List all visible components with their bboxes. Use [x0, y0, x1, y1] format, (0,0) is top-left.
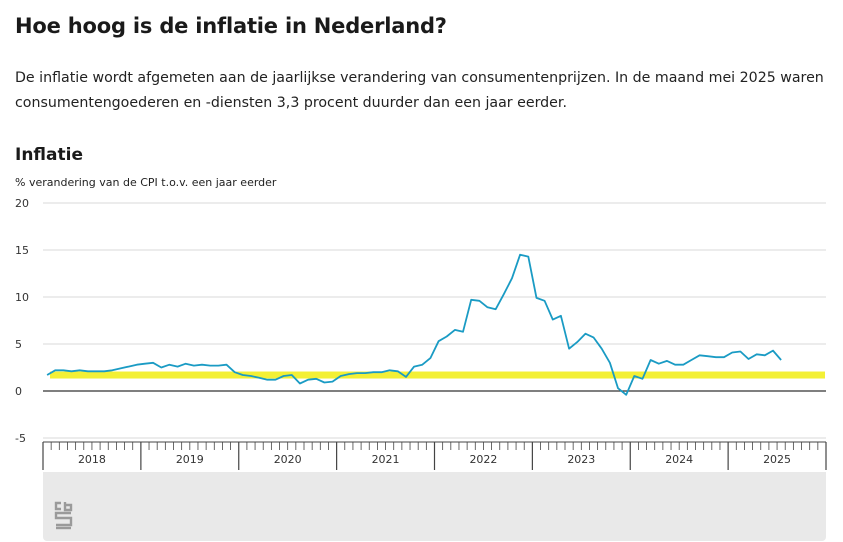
cbs-logo-icon: [54, 501, 73, 530]
series: [46, 253, 782, 396]
highlight-band-mark: [50, 371, 825, 379]
year-label: 2023: [567, 453, 595, 466]
y-tick-label: 15: [15, 244, 29, 257]
year-label: 2019: [176, 453, 204, 466]
y-tick-label: -5: [15, 432, 26, 445]
y-axis-label: % verandering van de CPI t.o.v. een jaar…: [15, 176, 277, 189]
year-label: 2018: [78, 453, 106, 466]
footer-bar: [43, 472, 826, 541]
y-tick-label: 0: [15, 385, 22, 398]
year-label: 2024: [665, 453, 693, 466]
year-label: 2021: [372, 453, 400, 466]
page-title: Hoe hoog is de inflatie in Nederland?: [15, 14, 447, 38]
y-tick-label: 10: [15, 291, 29, 304]
year-label: 2022: [469, 453, 497, 466]
highlight-band: [50, 371, 825, 379]
x-axis: 2018 2019 2020 2021 2022 2023 2024 2025: [42, 441, 827, 470]
grid: 20 15 10 5 0 -5: [15, 197, 826, 445]
intro-text: De inflatie wordt afgemeten aan de jaarl…: [15, 70, 824, 111]
chart-title: Inflatie: [15, 145, 83, 165]
y-tick-label: 20: [15, 197, 29, 210]
y-tick-label: 5: [15, 338, 22, 351]
year-label: 2020: [274, 453, 302, 466]
year-label: 2025: [763, 453, 791, 466]
